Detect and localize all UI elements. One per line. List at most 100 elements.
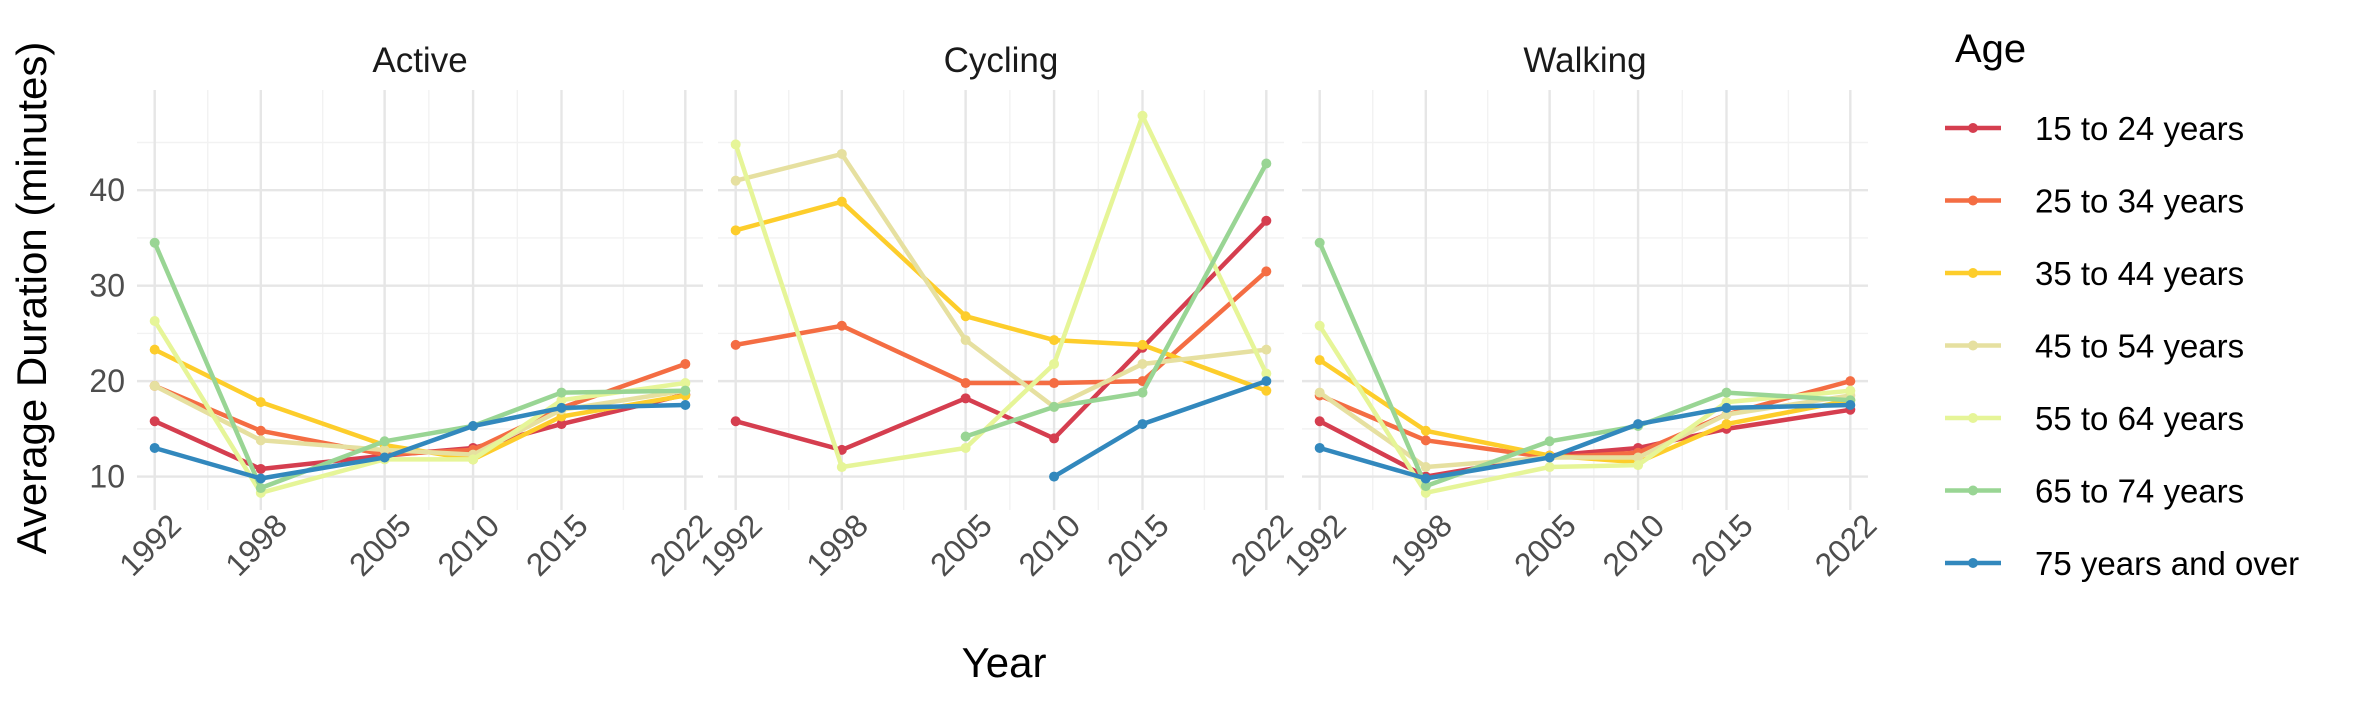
data-point bbox=[255, 425, 266, 436]
series-line bbox=[963, 161, 1269, 439]
legend-item: 65 to 74 years bbox=[1945, 473, 2244, 510]
data-point bbox=[1544, 462, 1555, 473]
data-point bbox=[680, 378, 691, 389]
legend-key-point bbox=[1968, 485, 1978, 496]
data-point bbox=[1314, 442, 1325, 453]
data-point bbox=[680, 385, 691, 396]
data-point bbox=[1721, 387, 1732, 398]
data-point bbox=[1261, 158, 1272, 169]
x-tick-label: 2015 bbox=[519, 507, 595, 583]
data-point bbox=[1049, 378, 1060, 389]
data-point bbox=[730, 225, 741, 236]
series-line bbox=[152, 318, 688, 496]
x-tick-label: 2005 bbox=[1507, 507, 1583, 583]
data-point bbox=[1261, 266, 1272, 277]
series-line bbox=[1317, 402, 1853, 481]
legend-item: 35 to 44 years bbox=[1945, 255, 2244, 292]
data-point bbox=[1633, 419, 1644, 430]
legend-item: 15 to 24 years bbox=[1945, 110, 2244, 147]
legend-key-point bbox=[1968, 123, 1978, 133]
data-point bbox=[255, 397, 266, 408]
legend-key-point bbox=[1968, 558, 1978, 568]
data-point bbox=[730, 339, 741, 350]
series-line bbox=[152, 402, 688, 481]
data-point bbox=[730, 139, 741, 150]
series-line bbox=[733, 113, 1269, 470]
y-axis-title: Average Duration (minutes) bbox=[8, 42, 55, 555]
data-point bbox=[1721, 402, 1732, 413]
legend-item: 75 years and over bbox=[1945, 545, 2299, 582]
data-point bbox=[149, 416, 160, 427]
data-point bbox=[1420, 473, 1431, 484]
y-tick-label: 10 bbox=[89, 459, 125, 495]
legend-item: 55 to 64 years bbox=[1945, 400, 2244, 437]
data-point bbox=[1137, 358, 1148, 369]
legend-item: 45 to 54 years bbox=[1945, 328, 2244, 365]
legend-title: Age bbox=[1955, 27, 2026, 71]
data-point bbox=[960, 378, 971, 389]
data-point bbox=[379, 452, 390, 463]
legend-label: 55 to 64 years bbox=[2035, 400, 2244, 437]
data-point bbox=[468, 421, 479, 431]
legend-key-point bbox=[1968, 195, 1978, 206]
x-tick-label: 2010 bbox=[1012, 507, 1088, 583]
panel-title: Walking bbox=[1523, 41, 1646, 80]
data-point bbox=[836, 196, 847, 207]
data-point bbox=[1420, 435, 1431, 446]
x-tick-label: 2005 bbox=[923, 507, 999, 583]
y-tick-label: 20 bbox=[89, 363, 125, 399]
data-point bbox=[255, 473, 266, 484]
legend-item: 25 to 34 years bbox=[1945, 183, 2244, 220]
series-line bbox=[733, 151, 1269, 410]
x-tick-label: 1992 bbox=[693, 507, 769, 583]
data-point bbox=[1261, 215, 1272, 226]
data-point bbox=[1314, 355, 1325, 366]
series-15-to-24-years bbox=[730, 215, 1272, 455]
series-line bbox=[152, 240, 688, 491]
x-tick-label: 1998 bbox=[218, 507, 294, 583]
data-point bbox=[960, 311, 971, 322]
data-point bbox=[556, 402, 567, 413]
data-point bbox=[680, 400, 691, 410]
panel-title: Cycling bbox=[944, 41, 1059, 80]
series-line bbox=[1317, 323, 1853, 496]
data-point bbox=[1137, 387, 1148, 398]
x-tick-label: 1992 bbox=[1277, 507, 1353, 583]
data-point bbox=[1049, 401, 1060, 412]
data-point bbox=[468, 454, 479, 465]
series-65-to-74-years bbox=[960, 158, 1272, 442]
data-point bbox=[680, 358, 691, 369]
x-tick-label: 2022 bbox=[1808, 507, 1884, 583]
series-75-years-and-over bbox=[1314, 400, 1856, 484]
data-point bbox=[149, 344, 160, 355]
data-point bbox=[149, 237, 160, 248]
legend: Age 15 to 24 years 25 to 34 years 35 to 44… bbox=[1945, 27, 2299, 582]
data-point bbox=[1314, 416, 1325, 427]
data-point bbox=[1137, 110, 1148, 121]
data-point bbox=[1544, 452, 1555, 463]
series-75-years-and-over bbox=[149, 400, 691, 484]
data-point bbox=[255, 435, 266, 446]
data-point bbox=[149, 380, 160, 391]
legend-label: 45 to 54 years bbox=[2035, 328, 2244, 365]
data-point bbox=[149, 316, 160, 326]
x-tick-label: 2010 bbox=[431, 507, 507, 583]
data-point bbox=[730, 416, 741, 427]
data-point bbox=[960, 431, 971, 442]
y-tick-label: 40 bbox=[89, 172, 125, 208]
x-tick-label: 1998 bbox=[799, 507, 875, 583]
data-point bbox=[1261, 344, 1272, 355]
legend-label: 75 years and over bbox=[2035, 545, 2299, 582]
data-point bbox=[1261, 385, 1272, 396]
legend-label: 25 to 34 years bbox=[2035, 183, 2244, 220]
x-tick-label: 2015 bbox=[1684, 507, 1760, 583]
y-tick-label: 30 bbox=[89, 268, 125, 304]
legend-label: 35 to 44 years bbox=[2035, 255, 2244, 292]
data-point bbox=[1137, 339, 1148, 350]
data-point bbox=[960, 393, 971, 404]
legend-label: 15 to 24 years bbox=[2035, 110, 2244, 147]
